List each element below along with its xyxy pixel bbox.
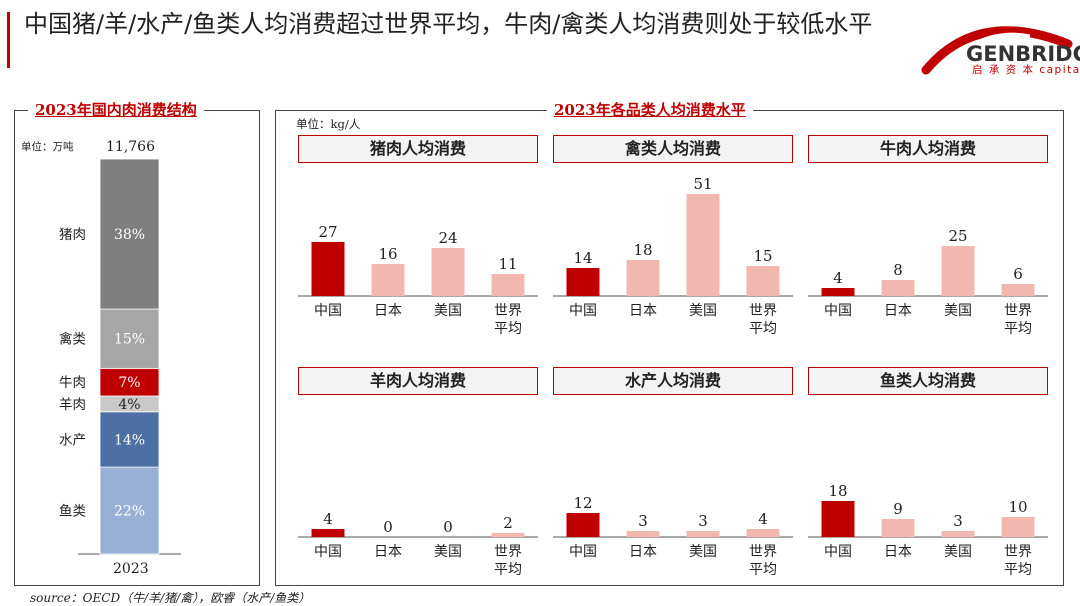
meat-structure-total: 11,766 (106, 139, 155, 155)
per-capita-title: 2023年各品类人均消费水平 (547, 99, 753, 120)
meat-structure-unit: 单位：万吨 (21, 141, 74, 153)
chart-header-fish: 鱼类人均消费 (808, 367, 1048, 395)
chart-header-pork: 猪肉人均消费 (298, 135, 538, 163)
logo-name: GENBRIDGE (966, 42, 1080, 66)
genbridge-logo-arc-icon (921, 26, 1073, 75)
page-title: 中国猪/羊/水产/鱼类人均消费超过世界平均，牛肉/禽类人均消费则处于较低水平 (24, 10, 873, 38)
chart-header-mutton: 羊肉人均消费 (298, 367, 538, 395)
source-note: source：OECD（牛/羊/猪/禽），欧睿（水产/鱼类） (30, 591, 311, 605)
per-capita-unit: 单位：kg/人 (296, 117, 361, 131)
chart-header-poultry: 禽类人均消费 (553, 135, 793, 163)
chart-header-beef: 牛肉人均消费 (808, 135, 1048, 163)
per-capita-panel (275, 110, 1064, 586)
meat-structure-panel (14, 110, 260, 586)
logo-subtitle: 启 承 资 本 capital (972, 64, 1080, 76)
chart-header-aquatic: 水产人均消费 (553, 367, 793, 395)
meat-structure-title: 2023年国内肉消费结构 (28, 99, 204, 120)
title-accent-bar (7, 12, 10, 68)
meat-structure-year: 2023 (113, 561, 149, 577)
